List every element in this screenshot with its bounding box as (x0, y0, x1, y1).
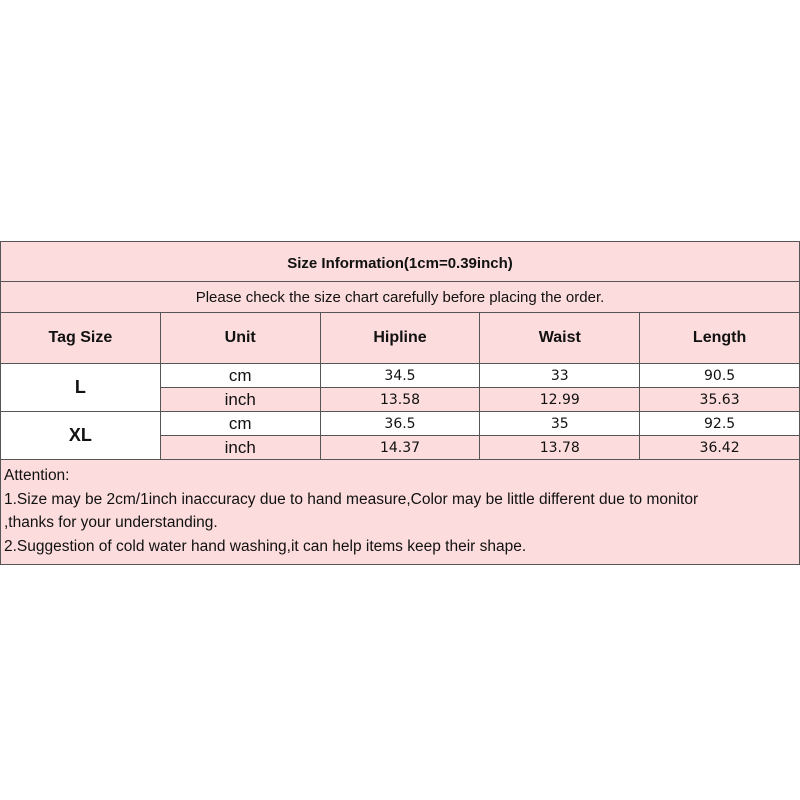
waist-cell: 12.99 (479, 387, 641, 412)
hipline-cell: 36.5 (319, 411, 481, 436)
size-label: L (0, 363, 161, 412)
table-row: inch 13.58 12.99 35.63 (1, 387, 800, 412)
table-row: inch 14.37 13.78 36.42 (1, 435, 800, 460)
size-label: XL (0, 411, 161, 460)
table-title: Size Information(1cm=0.39inch) (0, 241, 800, 282)
waist-cell: 13.78 (479, 435, 641, 460)
header-waist: Waist (479, 312, 641, 364)
note-line: 2.Suggestion of cold water hand washing,… (4, 537, 527, 555)
header-hipline: Hipline (319, 312, 481, 364)
unit-cell: inch (159, 387, 321, 412)
length-cell: 36.42 (639, 435, 800, 460)
length-cell: 35.63 (639, 387, 800, 412)
size-chart: Size Information(1cm=0.39inch) Please ch… (0, 241, 800, 565)
hipline-cell: 14.37 (319, 435, 481, 460)
notes-heading: Attention: (4, 467, 70, 484)
note-line: 1.Size may be 2cm/1inch inaccuracy due t… (4, 490, 699, 508)
note-line: ,thanks for your understanding. (4, 514, 218, 531)
length-cell: 90.5 (639, 363, 800, 388)
waist-cell: 33 (479, 363, 641, 388)
table-row: L cm 34.5 33 90.5 (0, 363, 800, 412)
unit-cell: cm (159, 363, 321, 388)
table-row: XL cm 36.5 35 92.5 (0, 411, 800, 460)
attention-notes: Attention: 1.Size may be 2cm/1inch inacc… (0, 459, 800, 565)
header-tag-size: Tag Size (0, 312, 161, 364)
header-length: Length (639, 312, 800, 364)
header-row: Tag Size Unit Hipline Waist Length (0, 312, 800, 364)
size-table: Size Information(1cm=0.39inch) Please ch… (0, 241, 800, 565)
hipline-cell: 34.5 (319, 363, 481, 388)
unit-cell: cm (159, 411, 321, 436)
table-subtitle: Please check the size chart carefully be… (0, 281, 800, 313)
unit-cell: inch (159, 435, 321, 460)
length-cell: 92.5 (639, 411, 800, 436)
header-unit: Unit (159, 312, 321, 364)
hipline-cell: 13.58 (319, 387, 481, 412)
waist-cell: 35 (479, 411, 641, 436)
